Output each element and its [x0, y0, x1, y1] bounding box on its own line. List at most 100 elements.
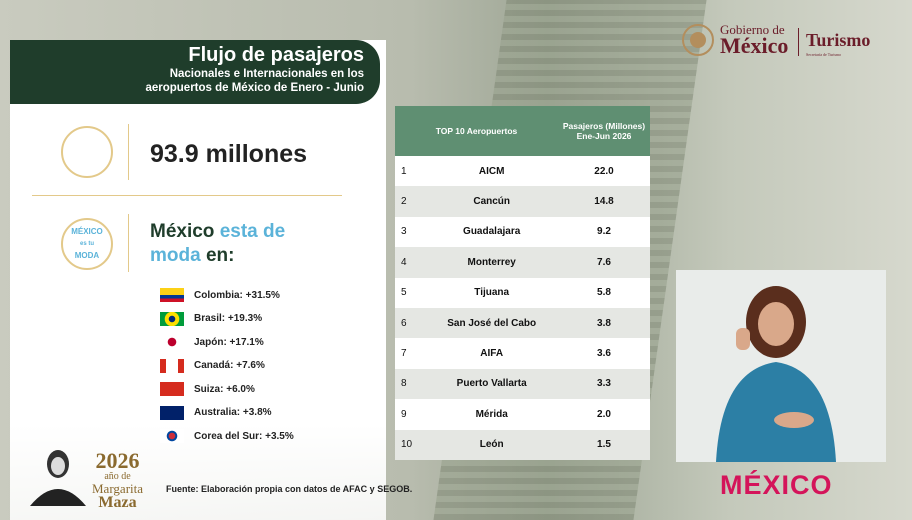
country-label: Suiza: +6.0% [194, 383, 255, 395]
country-item: Japón: +17.1% [160, 335, 264, 349]
logo-text: México [720, 33, 789, 58]
flag [160, 405, 184, 420]
emblem [682, 24, 714, 56]
badge-text: MÉXICO [71, 227, 103, 236]
airport-table: TOP 10 Aeropuertos Pasajeros (Millones) … [395, 106, 650, 460]
table-cell: 10 [395, 429, 426, 460]
table-body: 1 AICM 22.0 2 Cancún 14.8 3 Guadalajara 9.2 4 Mont… [395, 156, 650, 460]
table-cell: 3.8 [558, 307, 650, 339]
table-cell: Puerto Vallarta [425, 368, 558, 400]
table-cell: 2.0 [558, 399, 650, 430]
table-row: 6 San José del Cabo 3.8 [395, 307, 650, 339]
brand-logo: MÉXICO [720, 470, 833, 500]
table-row: 8 Puerto Vallarta 3.3 [395, 368, 650, 400]
table-cell: Monterrey [425, 247, 558, 278]
country-label: Colombia: +31.5% [194, 289, 280, 301]
table-row: 4 Monterrey 7.6 [395, 247, 650, 278]
country-label: Australia: +3.8% [194, 407, 272, 418]
table-cell: San José del Cabo [425, 307, 558, 339]
table-cell: 14.8 [558, 186, 650, 217]
table-row: 2 Cancún 14.8 [395, 186, 650, 217]
country-label: Japón: +17.1% [194, 336, 264, 348]
logo-text: Turismo [806, 30, 871, 50]
heading-part: moda [150, 245, 201, 266]
table-row: 1 AICM 22.0 [395, 156, 650, 187]
table-cell: 2 [395, 186, 426, 217]
country-item: Corea del Sur: +3.5% [160, 429, 294, 443]
country-item: Australia: +3.8% [160, 405, 272, 420]
table-row: 5 Tijuana 5.8 [395, 277, 650, 308]
table-cell: 6 [395, 307, 426, 339]
table-cell: 5.8 [558, 277, 650, 308]
flag [160, 288, 184, 302]
heading-part: en: [205, 245, 235, 266]
table-cell: 3 [395, 216, 426, 248]
title: Flujo de pasajeros [188, 44, 364, 66]
stat-value: 93.9 millones [150, 140, 308, 168]
country-label: Corea del Sur: +3.5% [194, 430, 294, 442]
divider [128, 214, 129, 272]
flag [160, 358, 184, 373]
table-row: 9 Mérida 2.0 [395, 399, 650, 430]
logo-text: Gobierno de [720, 22, 785, 37]
title-box: Flujo de pasajeros Nacionales e Internac… [10, 40, 380, 104]
airport-icon [61, 126, 113, 178]
country-item: Brasil: +19.3% [160, 311, 263, 326]
table-cell: 8 [395, 368, 426, 400]
table-header: TOP 10 Aeropuertos Pasajeros (Millones) … [395, 106, 650, 156]
table-cell: 22.0 [558, 156, 650, 187]
badge-text: MODA [74, 251, 100, 260]
table-cell: AICM [425, 156, 558, 187]
left-panel [10, 40, 386, 520]
logo-divider [798, 28, 799, 56]
country-item: Colombia: +31.5% [160, 288, 280, 302]
interpreter-video [676, 270, 886, 462]
table-cell: 3.3 [558, 368, 650, 400]
table-cell: AIFA [425, 338, 558, 369]
table-cell: 3.6 [558, 338, 650, 369]
table-cell: 7.6 [558, 247, 650, 278]
heading-part: esta de [219, 221, 286, 242]
portrait [30, 450, 86, 506]
table-cell: 7 [395, 338, 426, 369]
moda-badge: MÉXICO es tu MODA [61, 218, 113, 270]
table-cell: Guadalajara [425, 216, 558, 248]
flag [160, 382, 184, 396]
table-cell: 9.2 [558, 216, 650, 248]
separator [32, 195, 342, 196]
table-cell: 9 [395, 399, 426, 430]
comm-year: 2026 [95, 448, 140, 473]
country-item: Canadá: +7.6% [160, 358, 265, 373]
table-cell: Mérida [425, 399, 558, 430]
table-cell: Tijuana [425, 277, 558, 308]
country-label: Brasil: +19.3% [194, 313, 263, 324]
table-row: 3 Guadalajara 9.2 [395, 216, 650, 248]
logo-small: Secretaría de Turismo [806, 52, 842, 57]
country-label: Canadá: +7.6% [194, 360, 265, 371]
comm-text: Margarita [92, 481, 144, 496]
flag [160, 335, 184, 349]
table-cell: Cancún [425, 186, 558, 217]
badge-text: es tu [79, 241, 94, 247]
table-cell: León [425, 429, 558, 460]
country-item: Suiza: +6.0% [160, 382, 255, 396]
header-cell: Pasajeros (Millones) Ene-Jun 2026 [558, 106, 650, 156]
table-row: 10 León 1.5 [395, 429, 650, 460]
subtitle: Nacionales e Internacionales en los [169, 68, 364, 80]
table-cell: 1 [395, 156, 426, 187]
interpreter [716, 286, 836, 462]
table-cell: 4 [395, 247, 426, 278]
commemoration: 2026 año de Margarita Maza [92, 448, 144, 511]
table-cell: 1.5 [558, 429, 650, 460]
divider [128, 124, 129, 180]
heading-part: México [150, 221, 215, 242]
flag [160, 311, 184, 326]
subtitle: aeropuertos de México de Enero - Junio [145, 82, 364, 94]
table-cell: 5 [395, 277, 426, 308]
header-cell: TOP 10 Aeropuertos [395, 106, 558, 156]
table-row: 7 AIFA 3.6 [395, 338, 650, 369]
source-note: Fuente: Elaboración propia con datos de … [166, 484, 413, 494]
flag [160, 429, 184, 443]
